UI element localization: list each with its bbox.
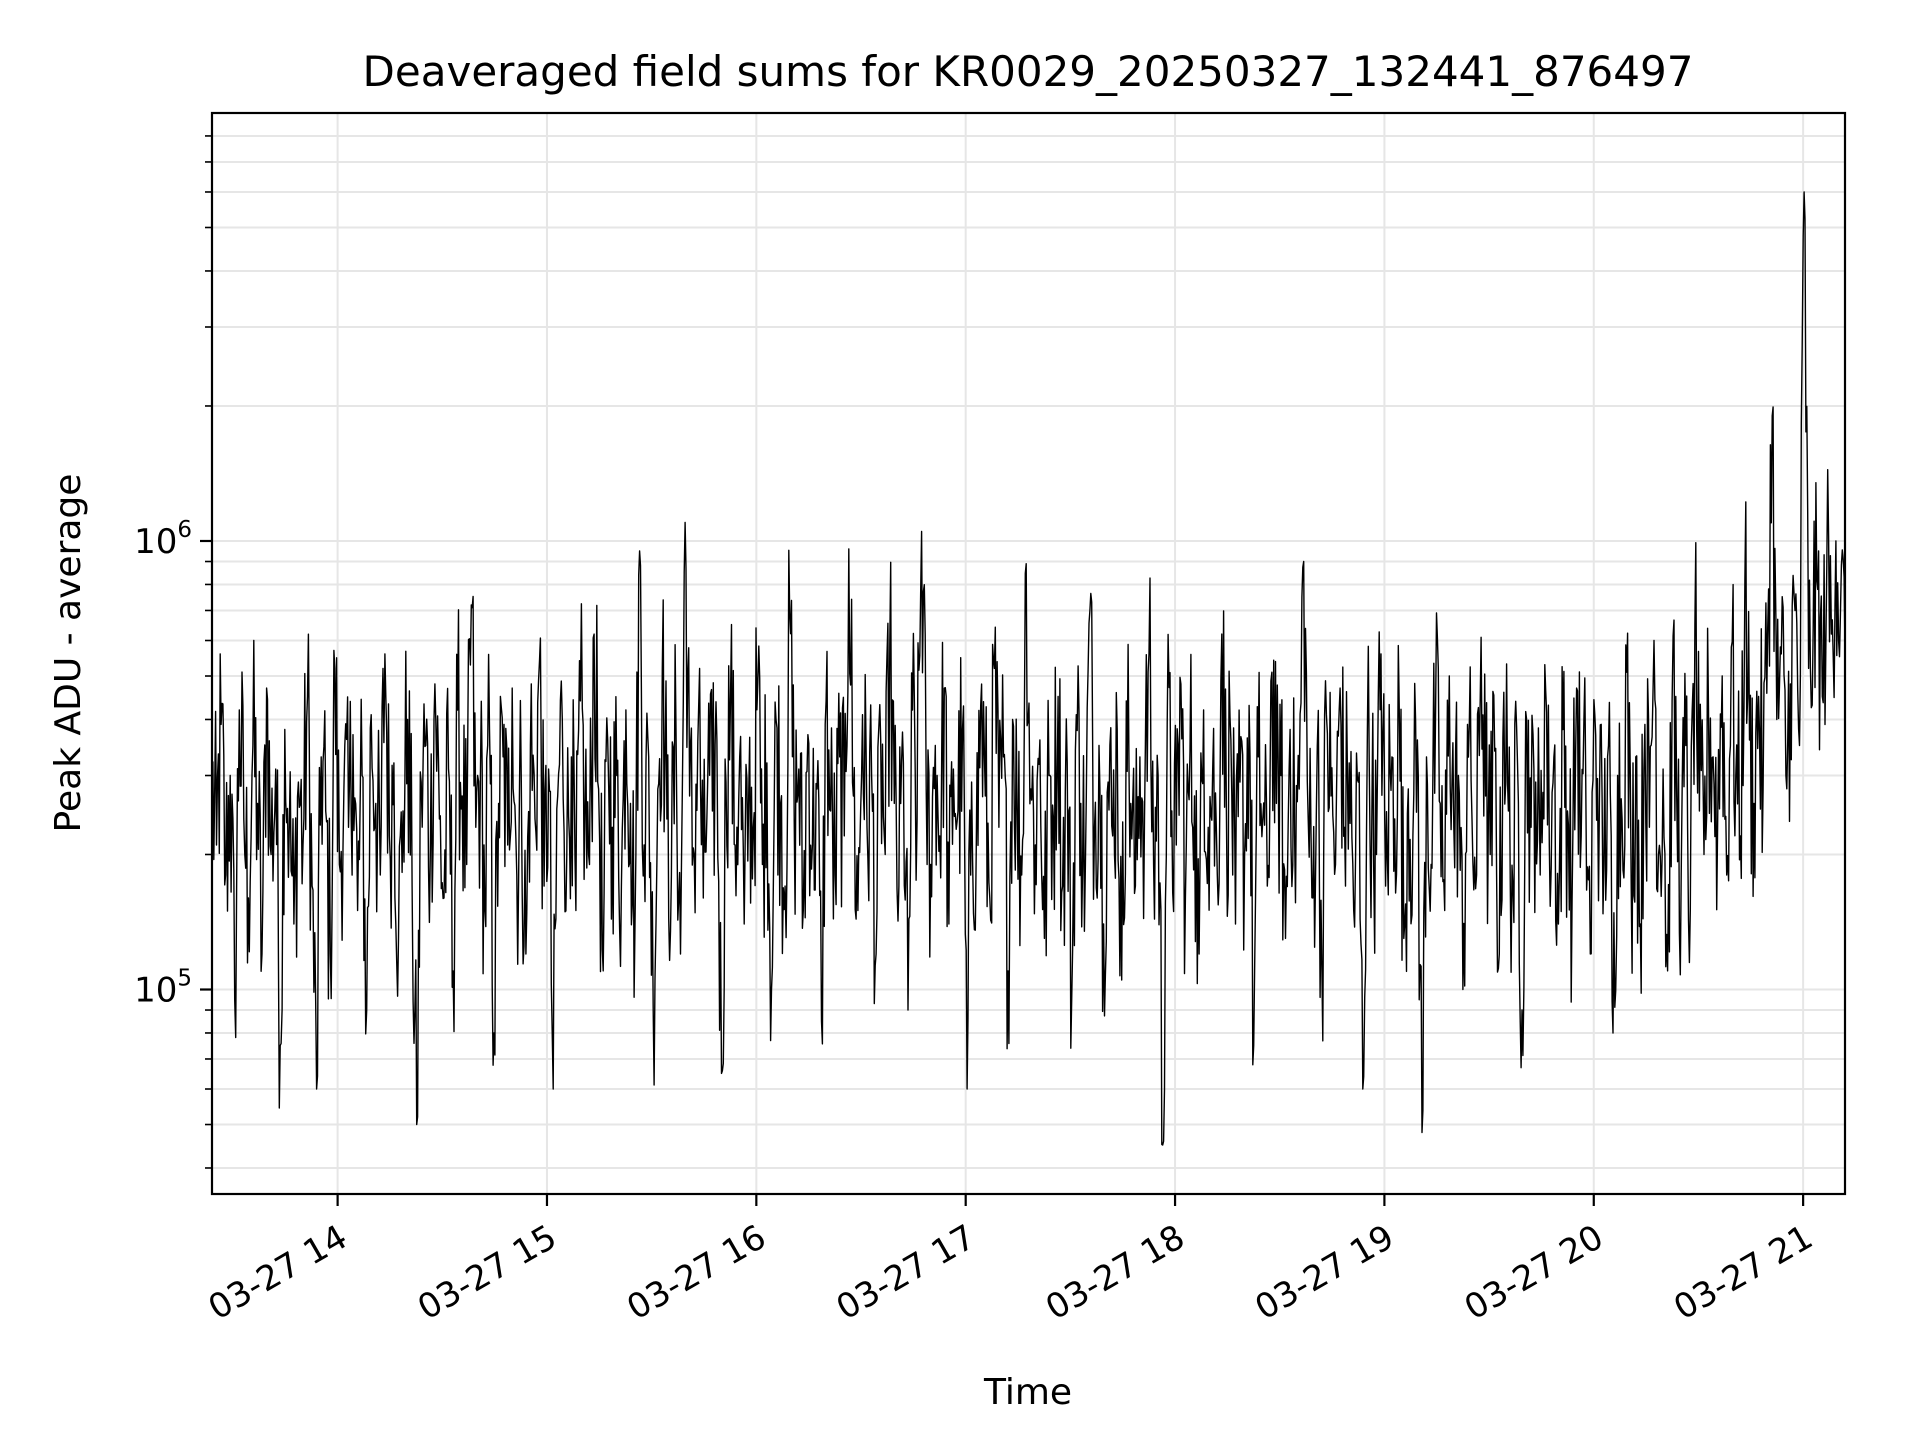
plot-area: 03-27 14 03-27 15 03-27 16 03-27 17 03-27 18… [134,111,1847,1328]
plot-background [212,113,1845,1194]
x-axis-label: Time [983,1372,1072,1413]
plot-frame [210,111,1847,1196]
series-group [211,191,1846,1146]
y-axis: 105 106 [134,135,212,1169]
vertical-gridlines [336,113,1805,1194]
y-tick-label: 105 [134,966,192,1011]
series-line [211,191,1846,1146]
chart-title: Deaveraged field sums for KR0029_2025032… [363,47,1694,96]
major-gridlines [212,539,1845,991]
y-tick-label: 106 [134,517,192,562]
minor-gridlines [212,134,1845,1169]
y-axis-label: Peak ADU - average [48,474,89,833]
